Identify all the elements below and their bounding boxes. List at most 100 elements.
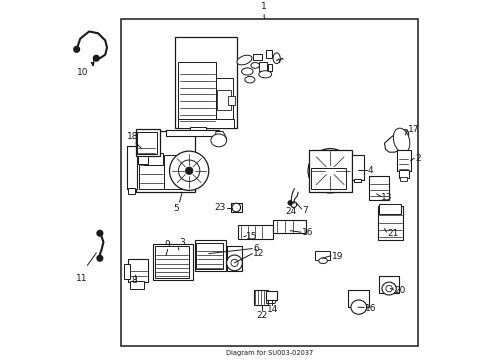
Ellipse shape xyxy=(97,255,102,261)
Text: 16: 16 xyxy=(365,304,376,313)
Text: 12: 12 xyxy=(253,249,264,258)
Bar xyxy=(128,259,148,282)
Text: 18: 18 xyxy=(127,132,139,141)
Text: 4: 4 xyxy=(367,166,372,175)
Bar xyxy=(173,248,181,256)
Ellipse shape xyxy=(326,167,333,174)
Bar xyxy=(368,176,388,200)
Ellipse shape xyxy=(241,68,253,75)
Text: 9: 9 xyxy=(164,240,169,249)
Bar xyxy=(351,155,364,180)
Text: 14: 14 xyxy=(266,305,278,314)
Bar xyxy=(178,119,233,128)
Bar xyxy=(135,131,194,192)
Bar xyxy=(259,62,266,71)
Text: 15: 15 xyxy=(246,232,257,241)
Ellipse shape xyxy=(97,230,102,236)
Text: 24: 24 xyxy=(285,207,296,216)
Ellipse shape xyxy=(392,128,409,153)
Text: 17: 17 xyxy=(407,125,419,134)
Bar xyxy=(378,206,402,240)
Bar xyxy=(272,220,305,233)
Ellipse shape xyxy=(290,202,296,207)
Ellipse shape xyxy=(185,167,192,174)
Text: 2: 2 xyxy=(414,154,420,163)
Bar xyxy=(230,203,241,212)
Bar xyxy=(254,290,267,305)
Bar xyxy=(121,19,417,346)
Bar xyxy=(129,282,143,289)
Bar xyxy=(175,37,237,128)
Ellipse shape xyxy=(74,46,80,52)
Bar xyxy=(178,62,216,124)
Bar xyxy=(379,204,400,214)
Text: 8: 8 xyxy=(131,276,137,285)
Bar xyxy=(216,78,233,124)
Ellipse shape xyxy=(258,71,271,78)
Bar xyxy=(190,127,206,133)
Bar xyxy=(138,156,148,163)
Ellipse shape xyxy=(307,149,352,193)
Text: 10: 10 xyxy=(77,68,89,77)
Ellipse shape xyxy=(287,201,292,205)
Text: 23: 23 xyxy=(214,203,225,212)
Bar xyxy=(153,244,192,280)
Ellipse shape xyxy=(169,151,208,190)
Bar xyxy=(399,177,406,181)
Text: 13: 13 xyxy=(380,193,391,202)
Ellipse shape xyxy=(250,63,259,68)
Bar xyxy=(128,188,135,194)
Ellipse shape xyxy=(93,55,99,61)
Bar xyxy=(139,157,164,189)
Bar xyxy=(137,132,157,154)
Bar xyxy=(308,150,352,192)
Ellipse shape xyxy=(318,258,326,264)
Text: 6: 6 xyxy=(253,244,259,253)
Ellipse shape xyxy=(244,76,254,83)
Text: 20: 20 xyxy=(394,286,405,295)
Text: 1: 1 xyxy=(261,2,266,11)
Bar xyxy=(143,153,163,165)
Bar xyxy=(217,90,230,110)
Ellipse shape xyxy=(226,255,242,271)
Polygon shape xyxy=(384,130,408,152)
Bar xyxy=(123,264,130,279)
Text: Diagram for SU003-02037: Diagram for SU003-02037 xyxy=(225,350,312,356)
Bar xyxy=(135,129,160,157)
Ellipse shape xyxy=(178,160,200,181)
Text: 3: 3 xyxy=(179,238,185,247)
Text: 7: 7 xyxy=(302,206,307,215)
Bar xyxy=(379,276,398,293)
Bar xyxy=(126,146,136,189)
Bar xyxy=(267,64,271,71)
Bar xyxy=(162,248,169,256)
Bar xyxy=(354,179,360,182)
Ellipse shape xyxy=(210,134,226,147)
Bar xyxy=(265,50,272,58)
Bar xyxy=(398,170,408,178)
Bar xyxy=(164,155,190,189)
Ellipse shape xyxy=(381,282,395,295)
Bar xyxy=(265,291,276,300)
Bar xyxy=(165,130,218,136)
Text: 16: 16 xyxy=(301,228,312,237)
Text: 22: 22 xyxy=(256,311,267,320)
Bar xyxy=(155,247,189,278)
Text: 11: 11 xyxy=(76,274,87,283)
Ellipse shape xyxy=(317,158,342,183)
Bar xyxy=(226,246,241,271)
Text: 5: 5 xyxy=(173,204,179,213)
Bar xyxy=(228,96,234,105)
Ellipse shape xyxy=(385,285,391,292)
Bar xyxy=(347,290,369,307)
Bar xyxy=(310,168,346,189)
Bar xyxy=(397,150,410,171)
Bar xyxy=(238,225,272,239)
Bar xyxy=(194,240,225,271)
Text: 19: 19 xyxy=(331,252,343,261)
Text: 21: 21 xyxy=(386,229,398,238)
Ellipse shape xyxy=(230,259,238,266)
Bar xyxy=(253,54,262,60)
Bar xyxy=(315,251,329,260)
Ellipse shape xyxy=(231,203,240,212)
